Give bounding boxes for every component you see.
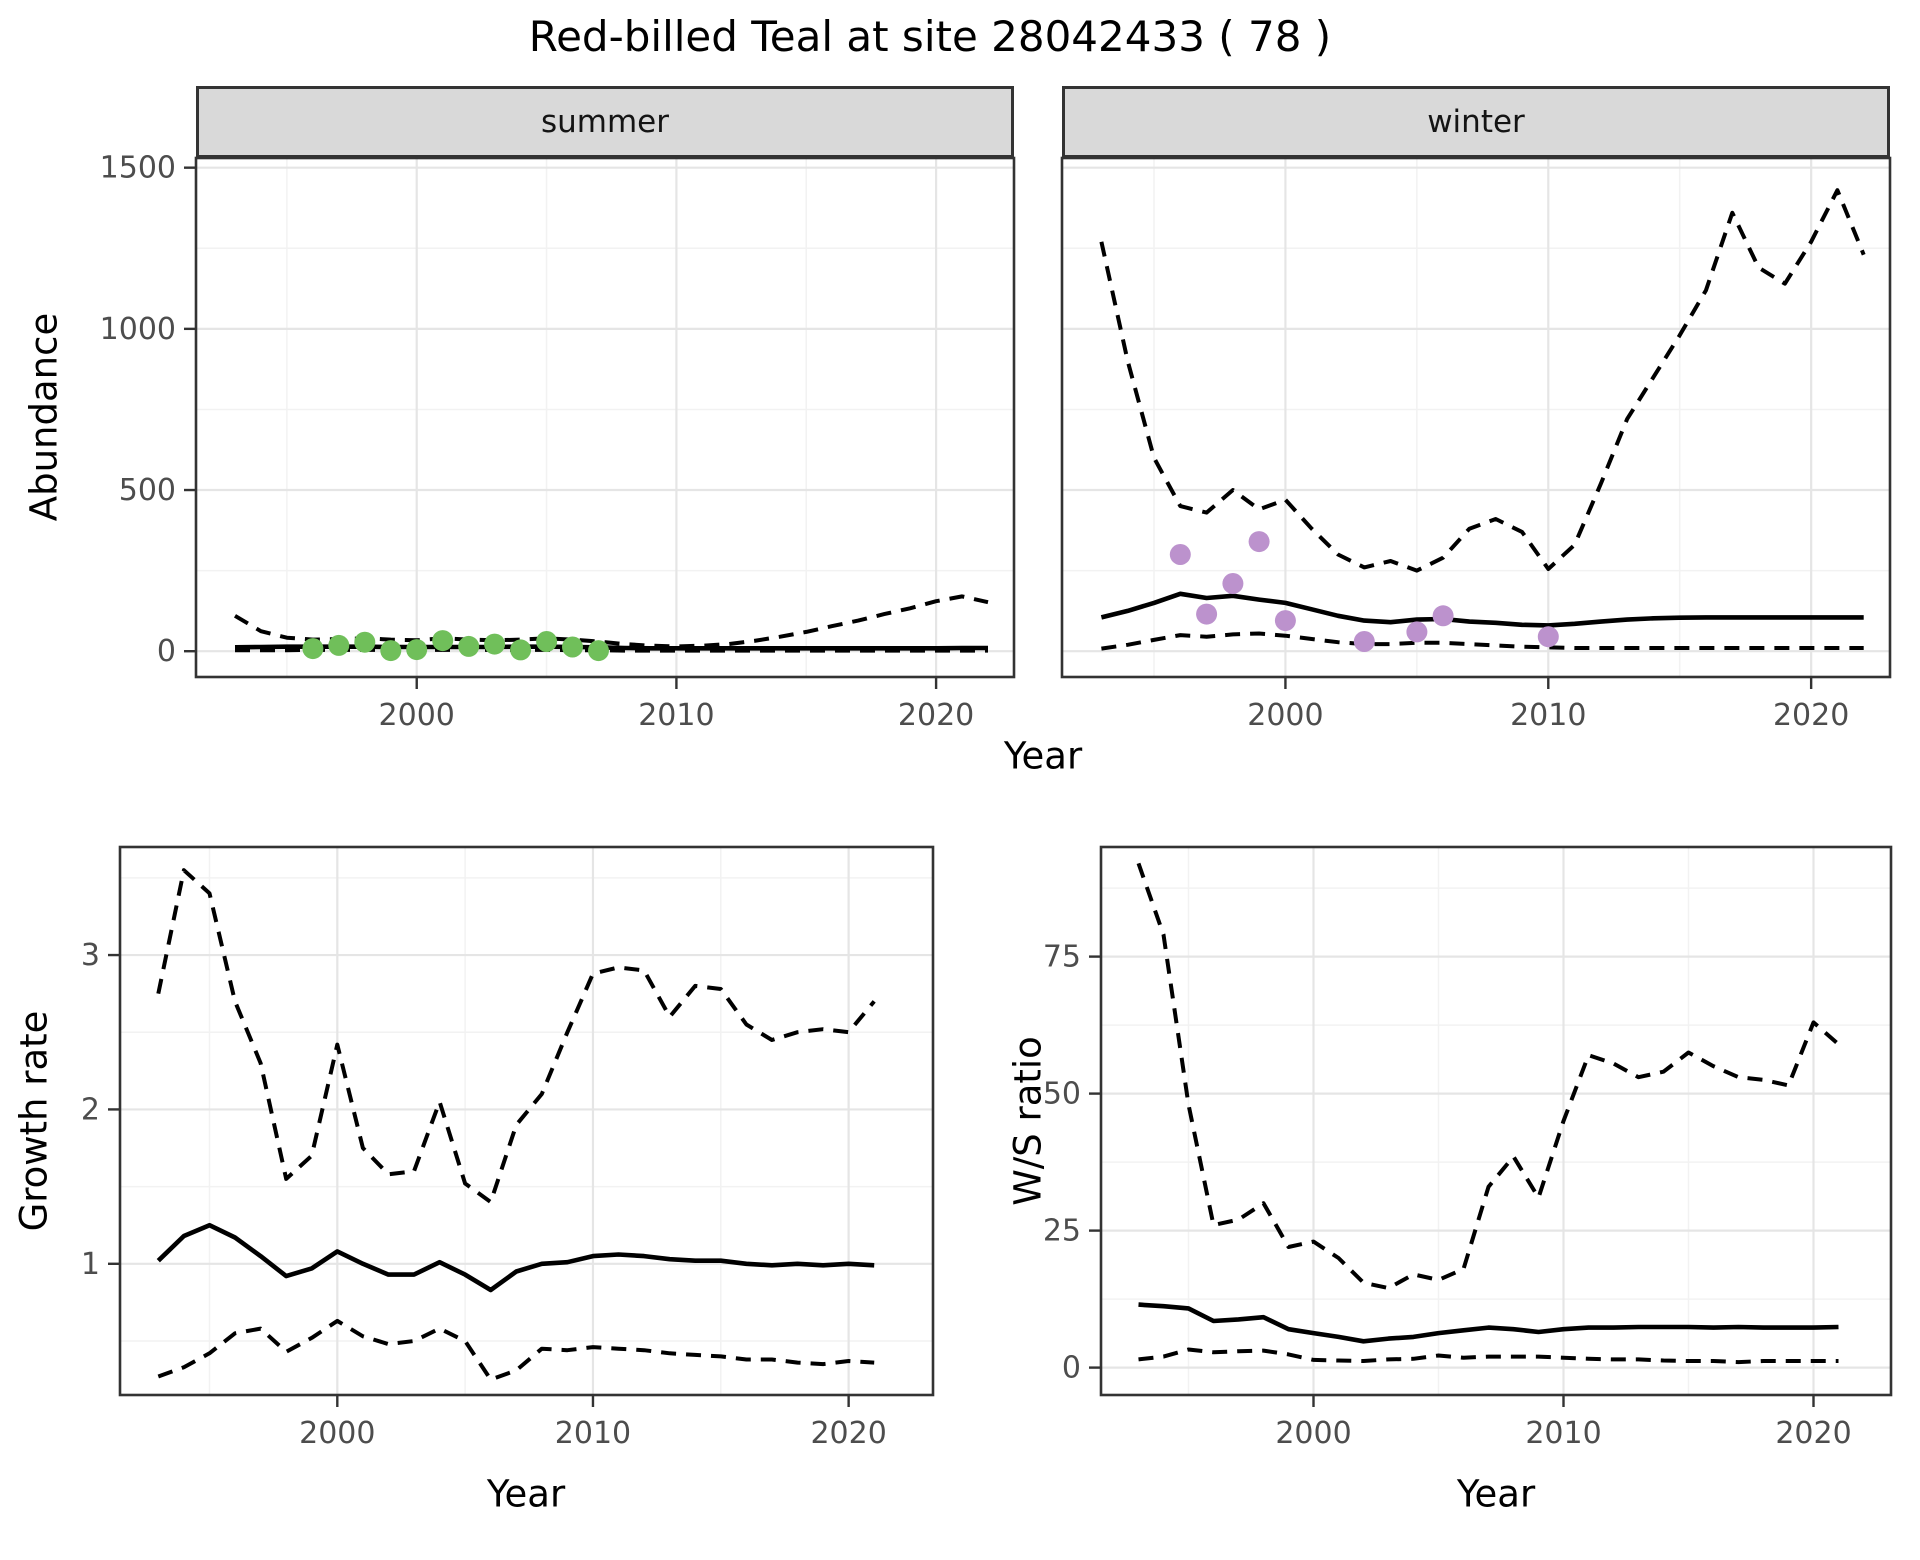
observed-winter-point (1406, 621, 1428, 643)
panel-background (1101, 847, 1891, 1395)
x-tick-label: 2020 (898, 698, 974, 733)
observed-summer-point (354, 631, 376, 653)
series-line-estimate (156, 1222, 875, 1293)
observed-summer-point (588, 640, 609, 662)
y-tick-label: 25 (1043, 1214, 1081, 1249)
y-tick-label: 0 (157, 634, 176, 669)
y-axis-title-growth-rate: Growth rate (12, 1010, 56, 1232)
observed-winter-point (1432, 605, 1454, 627)
y-tick-label: 50 (1043, 1077, 1081, 1112)
y-tick-label: 2 (81, 1092, 100, 1127)
observed-winter-point (1353, 631, 1375, 652)
x-tick-label: 2010 (555, 1416, 631, 1451)
y-tick-label: 1000 (100, 312, 176, 347)
panel-background (120, 847, 933, 1395)
x-tick-label: 2020 (810, 1416, 886, 1451)
series-line-upper-ci (1099, 188, 1866, 573)
facet-strip-label: winter (1427, 104, 1525, 140)
series-line-lower-ci (157, 1318, 875, 1382)
observed-winter-point (1196, 603, 1218, 625)
series-line-upper-ci (1136, 862, 1840, 1291)
y-tick-label: 0 (1062, 1351, 1081, 1386)
facet-strip-label: summer (540, 104, 669, 140)
x-tick-label: 2000 (299, 1416, 375, 1451)
y-tick-label: 1 (81, 1247, 100, 1282)
observed-summer-point (536, 631, 558, 652)
x-tick-label: 2020 (1773, 698, 1849, 733)
y-axis-title-ws-ratio: W/S ratio (1006, 1036, 1050, 1206)
series-line-estimate (1100, 591, 1864, 628)
y-tick-label: 75 (1043, 940, 1081, 975)
x-axis-title-year-top: Year (1003, 734, 1083, 778)
x-tick-label: 2010 (1510, 698, 1586, 733)
panel-border (1099, 845, 1893, 1397)
observed-summer-point (380, 640, 402, 662)
observed-summer-point (458, 635, 480, 657)
observed-winter-point (1248, 531, 1270, 553)
x-tick-label: 2010 (638, 698, 714, 733)
series-line-estimate (1138, 1302, 1839, 1344)
observed-summer-point (328, 634, 350, 656)
observed-winter-point (1537, 626, 1559, 648)
series-line-lower-ci (1138, 1347, 1839, 1365)
observed-summer-point (406, 639, 428, 661)
facet-strip-summer: summer (196, 86, 1014, 158)
observed-winter-point (1169, 544, 1191, 565)
y-tick-label: 500 (119, 473, 176, 508)
x-axis-title-year-bottom-left: Year (486, 1472, 566, 1516)
panel-background (1062, 158, 1890, 677)
panel-border (194, 156, 1016, 679)
observed-winter-point (1274, 610, 1296, 632)
observed-summer-point (302, 638, 324, 660)
y-axis-title-abundance: Abundance (22, 312, 66, 522)
observed-summer-point (484, 633, 506, 655)
panel-border (118, 845, 935, 1397)
observed-winter-point (1222, 573, 1244, 594)
panel-background (196, 158, 1014, 677)
x-tick-label: 2020 (1775, 1416, 1851, 1451)
x-tick-label: 2010 (1525, 1416, 1601, 1451)
x-axis-title-year-bottom-right: Year (1456, 1472, 1536, 1516)
facet-strip-winter: winter (1062, 86, 1890, 158)
observed-summer-point (562, 636, 583, 658)
y-tick-label: 1500 (100, 151, 176, 186)
x-tick-label: 2000 (1275, 1416, 1351, 1451)
x-tick-label: 2000 (379, 698, 455, 733)
figure-title: Red-billed Teal at site 28042433 ( 78 ) (528, 12, 1332, 61)
y-tick-label: 3 (81, 938, 100, 973)
observed-summer-point (432, 630, 454, 652)
panel-border (1060, 156, 1892, 679)
series-line-lower-ci (1101, 631, 1864, 651)
x-tick-label: 2000 (1247, 698, 1323, 733)
observed-summer-point (510, 639, 532, 661)
